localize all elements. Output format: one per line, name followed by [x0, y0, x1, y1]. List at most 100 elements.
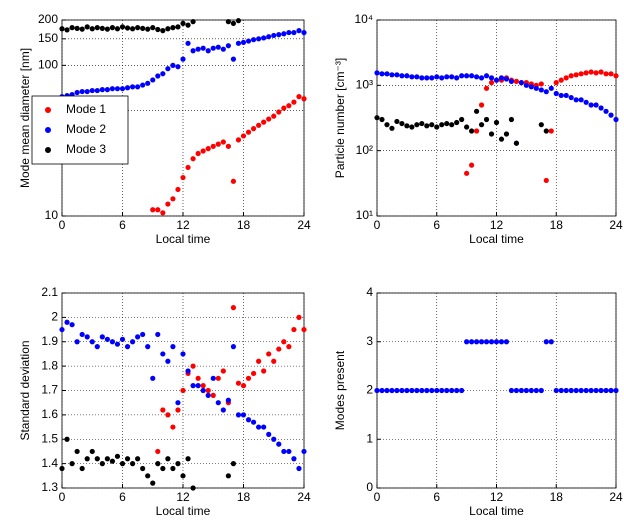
- data-point: [145, 344, 151, 350]
- data-point: [180, 174, 186, 181]
- data-point: [553, 387, 559, 394]
- data-point: [296, 28, 302, 34]
- data-point: [608, 112, 614, 118]
- data-point: [404, 73, 410, 79]
- data-point: [165, 66, 171, 72]
- x-tick-label: 12: [176, 218, 190, 232]
- data-point: [508, 387, 515, 394]
- data-point: [424, 75, 430, 81]
- data-point: [548, 85, 554, 91]
- data-point: [119, 86, 126, 92]
- data-point: [190, 19, 196, 25]
- data-point: [613, 73, 619, 79]
- data-point: [99, 87, 105, 93]
- subplot: 0 6 12 18 24 1.3 1.4 1.5 1.6 1.7 1.8 1.9 2 2.1 Local t…: [18, 285, 311, 518]
- data-point: [488, 80, 495, 86]
- data-point: [114, 26, 121, 32]
- data-point: [230, 461, 237, 467]
- data-point: [399, 120, 405, 127]
- data-point: [94, 25, 100, 31]
- data-point: [444, 120, 450, 127]
- data-point: [250, 370, 257, 377]
- data-point: [508, 78, 515, 84]
- data-point: [175, 461, 181, 467]
- data-point: [389, 125, 395, 131]
- data-point: [593, 387, 599, 394]
- data-point: [261, 35, 267, 41]
- data-point: [261, 119, 267, 125]
- data-point: [454, 75, 460, 81]
- data-point: [140, 465, 146, 472]
- data-point: [150, 25, 156, 31]
- data-point: [250, 419, 257, 425]
- data-point: [459, 387, 465, 394]
- data-point: [558, 92, 564, 99]
- data-point: [291, 456, 297, 462]
- data-point: [175, 407, 181, 413]
- data-point: [109, 339, 116, 345]
- data-point: [434, 387, 440, 394]
- data-point: [150, 480, 156, 486]
- data-point: [225, 43, 231, 49]
- data-point: [155, 448, 161, 455]
- data-point: [409, 387, 415, 394]
- data-point: [215, 141, 221, 147]
- y-tick-label: 1.3: [41, 480, 58, 494]
- data-point: [145, 473, 151, 479]
- data-point: [573, 72, 579, 78]
- data-point: [175, 400, 181, 406]
- data-point: [245, 417, 252, 423]
- data-point: [271, 358, 277, 364]
- y-tick-label: 200: [38, 12, 58, 26]
- data-point: [454, 387, 460, 394]
- x-axis-label: Local time: [156, 232, 211, 246]
- x-tick-label: 12: [490, 218, 504, 232]
- data-point: [281, 105, 287, 111]
- data-point: [414, 122, 420, 128]
- data-point: [528, 387, 534, 394]
- data-point: [301, 29, 307, 36]
- data-point: [124, 85, 131, 91]
- data-point: [613, 387, 619, 394]
- data-point: [518, 80, 524, 86]
- y-tick-label: 10²: [356, 143, 373, 157]
- data-point: [553, 80, 559, 86]
- data-point: [374, 70, 380, 76]
- y-tick-label: 10¹: [356, 208, 373, 222]
- data-point: [528, 84, 534, 90]
- data-point: [230, 178, 237, 184]
- x-tick-label: 24: [609, 490, 623, 504]
- data-point: [478, 102, 485, 108]
- data-point: [190, 485, 196, 491]
- data-point: [538, 387, 544, 394]
- data-point: [235, 412, 242, 418]
- data-point: [379, 116, 385, 123]
- data-point: [69, 322, 75, 328]
- data-point: [424, 123, 430, 129]
- data-point: [69, 25, 75, 31]
- data-point: [613, 116, 619, 123]
- x-tick-label: 18: [237, 490, 251, 504]
- data-point: [598, 69, 604, 75]
- data-point: [439, 75, 445, 81]
- data-point: [180, 20, 186, 26]
- data-point: [543, 128, 549, 134]
- data-point: [261, 368, 267, 374]
- data-point: [145, 80, 151, 86]
- data-point: [79, 26, 85, 32]
- data-point: [225, 397, 231, 403]
- data-point: [104, 456, 110, 462]
- data-point: [498, 75, 505, 81]
- data-point: [124, 25, 131, 31]
- data-point: [225, 19, 231, 25]
- data-point: [170, 424, 176, 430]
- data-point: [473, 339, 480, 345]
- data-point: [286, 29, 292, 36]
- data-point: [493, 339, 500, 345]
- data-point: [129, 84, 136, 90]
- y-tick-label: 0: [366, 480, 373, 494]
- data-point: [291, 29, 297, 36]
- y-tick-label: 150: [38, 31, 58, 45]
